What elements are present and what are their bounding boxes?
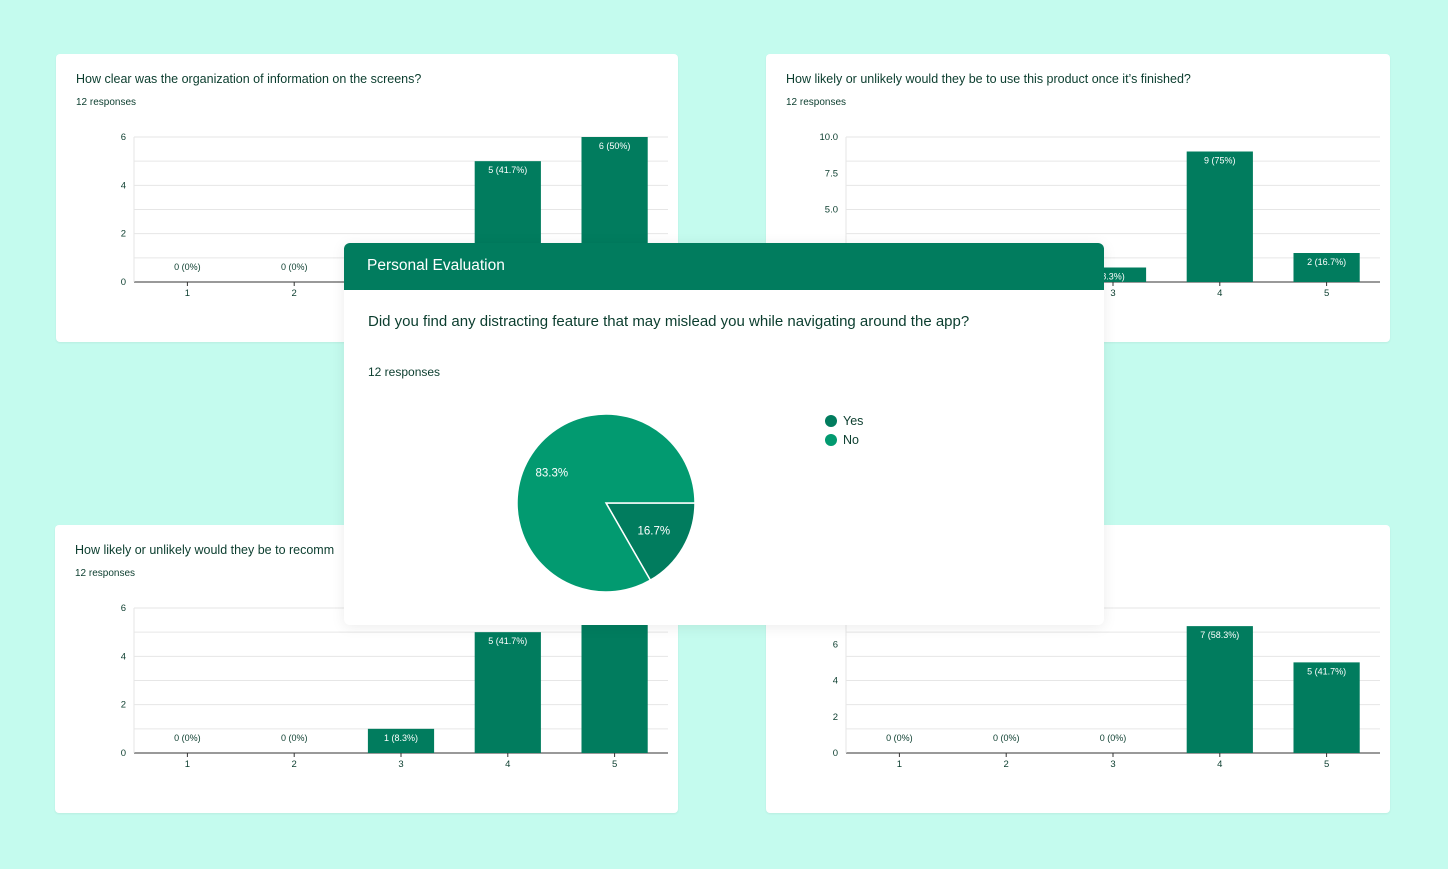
bar — [1293, 253, 1360, 282]
x-tick-label: 2 — [292, 759, 297, 770]
data-label: 5 (41.7%) — [488, 636, 527, 646]
x-tick-label: 2 — [1004, 759, 1009, 770]
y-tick-label: 2 — [121, 700, 126, 711]
y-tick-label: 2 — [833, 712, 838, 723]
data-label: 0 (0%) — [886, 733, 913, 743]
bar-chart: 0 2 4 6 1 0 (0%) 2 0 (0%) 3 1 (8.3%) 4 5 (41.7%) 5 — [121, 603, 668, 770]
y-tick-label: 4 — [833, 676, 838, 687]
data-label: 5 (41.7%) — [1307, 666, 1346, 676]
question-title: Did you find any distracting feature tha… — [368, 313, 970, 330]
data-label: 9 (75%) — [1204, 156, 1236, 166]
x-tick-label: 5 — [1324, 759, 1329, 770]
pie-chart: 16.7% 83.3% — [516, 413, 696, 593]
bar — [1186, 626, 1253, 753]
bar — [581, 608, 648, 753]
response-count: 12 responses — [76, 97, 137, 108]
panel-title: Personal Evaluation — [367, 257, 505, 274]
pie-data-label: 16.7% — [637, 526, 670, 538]
data-label: 0 (0%) — [281, 733, 308, 743]
legend-label: Yes — [843, 413, 864, 428]
legend-label: No — [843, 432, 859, 447]
y-tick-label: 4 — [121, 180, 126, 191]
y-tick-label: 6 — [833, 639, 838, 650]
data-label: 8.3%) — [1101, 272, 1125, 282]
response-count: 12 responses — [368, 365, 441, 379]
data-label: 0 (0%) — [1100, 733, 1127, 743]
y-tick-label: 2 — [121, 229, 126, 240]
x-tick-label: 2 — [292, 288, 297, 299]
y-tick-label: 6 — [121, 132, 126, 143]
data-label: 7 (58.3%) — [1200, 630, 1239, 640]
data-label: 2 (16.7%) — [1307, 257, 1346, 267]
legend-dot-icon — [825, 414, 837, 427]
y-tick-label: 4 — [121, 651, 126, 662]
y-tick-label: 5.0 — [825, 205, 838, 216]
question-title: How clear was the organization of inform… — [76, 72, 422, 86]
data-label: 6 (50%) — [599, 141, 631, 151]
legend-item-yes[interactable]: Yes — [825, 411, 863, 430]
y-tick-label: 0 — [833, 748, 838, 759]
y-tick-label: 0 — [121, 277, 126, 288]
x-tick-label: 1 — [185, 288, 190, 299]
x-tick-label: 3 — [1110, 759, 1115, 770]
data-label: 0 (0%) — [174, 733, 201, 743]
personal-evaluation-panel: Personal Evaluation Did you find any dis… — [344, 243, 1104, 625]
y-tick-label: 7.5 — [825, 168, 838, 179]
x-tick-label: 3 — [1110, 288, 1115, 299]
data-label: 0 (0%) — [993, 733, 1020, 743]
legend-item-no[interactable]: No — [825, 430, 863, 449]
data-label: 0 (0%) — [281, 262, 308, 272]
response-count: 12 responses — [75, 568, 136, 579]
y-tick-label: 0 — [121, 748, 126, 759]
y-tick-label: 10.0 — [820, 132, 839, 143]
response-count: 12 responses — [786, 97, 847, 108]
x-tick-label: 4 — [1217, 759, 1222, 770]
x-tick-label: 5 — [612, 759, 617, 770]
x-tick-label: 4 — [505, 759, 510, 770]
pie-slice-yes — [604, 502, 696, 582]
bar-chart: 0 2 4 6 1 0 (0%) 2 0 (0%) 3 0 (0%) 4 7 (58.3%) 5 5 (4… — [833, 607, 1380, 770]
bar — [474, 632, 541, 753]
x-tick-label: 1 — [185, 759, 190, 770]
x-tick-label: 5 — [1324, 288, 1329, 299]
bar — [1186, 151, 1253, 282]
x-tick-label: 1 — [897, 759, 902, 770]
data-label: 1 (8.3%) — [384, 733, 418, 743]
x-tick-label: 4 — [1217, 288, 1222, 299]
pie-slice-no — [516, 413, 696, 593]
y-tick-label: 6 — [121, 603, 126, 614]
data-label: 5 (41.7%) — [488, 165, 527, 175]
question-title: How likely or unlikely would they be to … — [786, 72, 1191, 86]
x-tick-label: 3 — [398, 759, 403, 770]
question-title: How likely or unlikely would they be to … — [75, 543, 335, 557]
data-label: 0 (0%) — [174, 262, 201, 272]
panel-header: Personal Evaluation — [344, 243, 1104, 290]
bar — [367, 728, 435, 753]
bar-chart: 10.07.55.01238.3%)49 (75%)52 (16.7%) — [820, 132, 1380, 299]
pie-data-label: 83.3% — [535, 467, 568, 479]
legend-dot-icon — [825, 433, 837, 446]
bar — [1293, 662, 1360, 753]
pie-legend: Yes No — [825, 411, 863, 449]
